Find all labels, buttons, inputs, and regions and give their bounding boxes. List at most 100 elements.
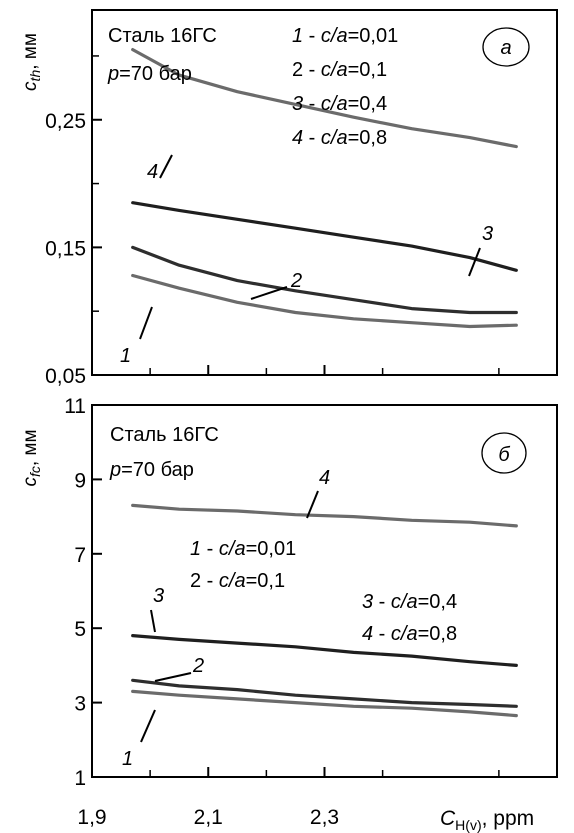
panel-a-leader-2: [250, 286, 288, 300]
legend-num: 1: [190, 538, 201, 560]
panel-a-legend-entry-1: 1 - c/a=0,01: [292, 25, 398, 47]
panel-a-ytick-label: 0,25: [45, 110, 86, 133]
legend-var: c/a: [321, 93, 348, 115]
x-tick-label: 2,1: [194, 806, 223, 829]
panel-b-curve-label-4: 4: [319, 467, 330, 489]
panel-b-leader-1: [140, 709, 156, 743]
panel-b-legend-entry-2: 2 - c/a=0,1: [190, 570, 285, 592]
legend-num: 3: [362, 591, 373, 613]
legend-num: 2: [292, 59, 303, 81]
x-axis-title-var: C: [440, 807, 456, 830]
legend-val: =0,4: [418, 591, 457, 613]
panel-b-ylabel-sub: fc: [27, 466, 43, 477]
panel-b-ylabel: cfc, мм: [20, 429, 43, 486]
panel-b-legend-entry-4: 4 - c/a=0,8: [362, 623, 457, 645]
panel-a-label: а: [500, 37, 511, 59]
panel-b-ytick-label: 1: [74, 767, 86, 790]
legend-val: =0,8: [348, 127, 387, 149]
panel-a-legend-entry-4: 4 - c/a=0,8: [292, 127, 387, 149]
legend-val: =0,8: [418, 623, 457, 645]
legend-num: 1: [292, 25, 303, 47]
panel-a-ylabel-sub: th: [27, 70, 43, 82]
x-axis-title-unit: , ppm: [482, 807, 535, 830]
panel-a-ylabel: cth, мм: [20, 33, 43, 91]
panel-b-material: Сталь 16ГС: [110, 424, 219, 446]
legend-var: c/a: [321, 25, 348, 47]
panel-a-curve-label-4: 4: [147, 161, 158, 183]
legend-val: =0,01: [246, 538, 297, 560]
legend-dash: -: [303, 59, 321, 81]
panel-a-curve-label-2: 2: [290, 270, 302, 292]
legend-val: =0,1: [246, 570, 285, 592]
panel-b-series-4: [131, 503, 518, 528]
panel-a-leader-3: [468, 247, 481, 277]
panel-a-ytick-label: 0,15: [45, 237, 86, 260]
legend-var: c/a: [219, 570, 246, 592]
legend-dash: -: [373, 591, 391, 613]
panel-b-leader-3: [150, 609, 156, 633]
panel-b-pressure-var: p: [109, 459, 121, 481]
legend-num: 4: [292, 127, 303, 149]
legend-dash: -: [303, 93, 321, 115]
legend-dash: -: [201, 538, 219, 560]
panel-a-legend: 1 - c/a=0,012 - c/a=0,13 - c/a=0,44 - c/…: [292, 25, 398, 149]
panel-a-ytick-label: 0,05: [45, 365, 86, 388]
panel-b-ylabel-unit: , мм: [20, 429, 41, 466]
panel-a-series-3: [131, 201, 518, 272]
panel-b-ylabel-var: c: [20, 477, 41, 487]
panel-a: 0,05 0,15 0,25 cth, мм Сталь 16ГС p=70 бар…: [20, 9, 558, 388]
panel-a-series-2: [131, 245, 518, 315]
panel-b-pressure-text: =70 бар: [121, 459, 194, 481]
panel-a-curve-label-3: 3: [482, 223, 493, 245]
legend-num: 4: [362, 623, 373, 645]
panel-b-ytick-label: 5: [74, 618, 86, 641]
panel-b-curve-labels: 4 3 2 1: [122, 467, 330, 770]
panel-b-legend-entry-3: 3 - c/a=0,4: [362, 591, 457, 613]
panel-a-pressure: p=70 бар: [107, 63, 192, 85]
panel-a-curve-labels: 4 3 2 1: [120, 154, 493, 367]
x-axis-title: CH(v), ppm: [440, 807, 534, 833]
panel-a-ylabel-unit: , мм: [20, 33, 41, 70]
panel-a-series: [131, 47, 518, 329]
panel-b-ytick-label: 11: [64, 395, 86, 418]
panel-b-ytick-label: 3: [74, 693, 86, 716]
x-axis-title-sub: H(v): [455, 817, 481, 833]
panel-b-label-circle: [481, 432, 527, 474]
panel-a-series-4: [131, 47, 518, 149]
legend-dash: -: [303, 25, 321, 47]
panel-b-curve-label-1: 1: [122, 748, 133, 770]
panel-a-label-circle: [482, 27, 530, 67]
panel-a-legend-entry-2: 2 - c/a=0,1: [292, 59, 387, 81]
panel-a-legend-entry-3: 3 - c/a=0,4: [292, 93, 387, 115]
panel-a-leader-4: [159, 154, 173, 179]
legend-num: 2: [190, 570, 201, 592]
legend-num: 3: [292, 93, 303, 115]
panel-b-ytick-label: 7: [74, 544, 86, 567]
panel-b-ytick-label: 9: [74, 469, 86, 492]
panel-a-series-1: [131, 273, 518, 329]
legend-var: c/a: [219, 538, 246, 560]
panel-a-pressure-var: p: [107, 63, 119, 85]
panel-a-ticks: 0,05 0,15 0,25: [45, 55, 500, 388]
panel-b-legend: 1 - c/a=0,012 - c/a=0,13 - c/a=0,44 - c/…: [190, 538, 457, 645]
legend-dash: -: [201, 570, 219, 592]
panel-a-pressure-text: =70 бар: [119, 63, 192, 85]
x-tick-label: 2,3: [310, 806, 339, 829]
panel-b-series: [131, 503, 518, 718]
panel-a-material: Сталь 16ГС: [108, 25, 217, 47]
panel-b-curve-label-3: 3: [153, 585, 164, 607]
panel-a-ylabel-var: c: [20, 81, 41, 91]
legend-dash: -: [303, 127, 321, 149]
panel-b-series-1: [131, 689, 518, 718]
legend-var: c/a: [321, 127, 348, 149]
panel-b-series-2: [131, 678, 518, 708]
panel-a-curve-label-1: 1: [120, 345, 131, 367]
panel-b-pressure: p=70 бар: [109, 459, 194, 481]
legend-var: c/a: [391, 623, 418, 645]
legend-val: =0,1: [348, 59, 387, 81]
panel-b-leader-4: [306, 490, 319, 519]
legend-val: =0,01: [348, 25, 399, 47]
